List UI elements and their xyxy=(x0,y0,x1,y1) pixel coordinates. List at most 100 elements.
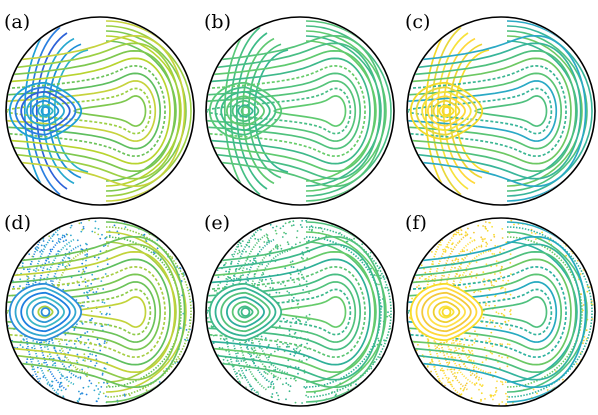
scatter-point xyxy=(276,346,279,348)
scatter-point xyxy=(500,312,503,315)
scatter-point xyxy=(475,376,477,379)
scatter-point xyxy=(95,291,98,293)
scatter-point xyxy=(489,371,492,374)
scatter-point xyxy=(31,368,34,371)
right-lobe-orbit xyxy=(207,57,371,165)
scatter-point xyxy=(305,246,308,249)
scatter-point xyxy=(31,346,33,349)
scatter-point xyxy=(288,390,291,393)
scatter-point xyxy=(222,358,225,361)
scatter-point xyxy=(284,267,287,270)
left-lobe-orbit xyxy=(438,305,455,319)
left-lobe-orbit xyxy=(237,104,254,118)
scatter-point xyxy=(472,366,475,369)
scatter-point xyxy=(87,297,90,299)
scatter-point xyxy=(238,251,241,254)
scatter-point xyxy=(300,256,303,259)
scatter-point xyxy=(222,338,225,340)
right-lobe-orbit xyxy=(408,49,577,173)
scatter-point xyxy=(299,270,302,273)
scatter-point xyxy=(293,281,296,284)
scatter-point xyxy=(99,250,102,253)
right-lobe-orbit xyxy=(207,266,366,358)
scatter-point xyxy=(19,278,22,281)
scatter-point xyxy=(299,320,302,323)
scatter-point xyxy=(430,274,433,277)
scatter-point xyxy=(239,373,241,376)
scatter-point xyxy=(40,249,43,252)
scatter-point xyxy=(95,354,97,357)
scatter-point xyxy=(484,221,487,223)
domain-boundary xyxy=(205,16,395,206)
left-lobe-orbit xyxy=(20,291,71,333)
scatter-point xyxy=(480,398,482,401)
scatter-point xyxy=(288,345,290,348)
scatter-point xyxy=(84,281,87,283)
scatter-point xyxy=(541,231,543,234)
scatter-point xyxy=(231,253,234,256)
panel-label: (f) xyxy=(405,212,427,234)
scatter-point xyxy=(79,302,82,304)
scatter-point xyxy=(75,359,78,362)
scatter-point xyxy=(59,377,62,380)
scatter-point xyxy=(246,346,248,349)
scatter-point xyxy=(490,280,493,283)
scatter-point xyxy=(101,372,104,375)
scatter-point xyxy=(69,245,71,248)
scatter-point xyxy=(473,231,475,234)
scatter-point xyxy=(454,356,457,359)
scatter-point xyxy=(448,362,450,365)
scatter-point xyxy=(289,353,292,356)
scatter-point xyxy=(485,340,487,342)
scatter-point xyxy=(78,284,81,287)
right-lobe-orbit xyxy=(7,80,157,142)
scatter-point xyxy=(152,251,155,254)
scatter-point xyxy=(82,386,85,389)
scatter-point xyxy=(463,343,465,346)
scatter-point xyxy=(93,256,96,259)
left-lobe-orbit xyxy=(20,90,71,132)
left-lobe-center xyxy=(240,106,251,116)
scatter-point xyxy=(22,338,25,340)
scatter-point xyxy=(37,371,39,373)
scatter-point xyxy=(468,335,471,337)
orbit-layer xyxy=(207,20,393,202)
scatter-point xyxy=(65,239,67,242)
scatter-point xyxy=(500,275,502,278)
scatter-point xyxy=(291,299,293,301)
scatter-point xyxy=(60,389,63,392)
scatter-point xyxy=(89,319,91,321)
scatter-point xyxy=(438,347,441,350)
scatter-point xyxy=(443,341,445,344)
scatter-point xyxy=(290,266,293,268)
scatter-point xyxy=(215,289,218,292)
scatter-point xyxy=(62,395,65,398)
scatter-point xyxy=(97,382,100,384)
scatter-point xyxy=(286,343,289,346)
scatter-point xyxy=(434,341,437,343)
scatter-point xyxy=(264,337,267,340)
right-lobe-orbit xyxy=(408,87,553,135)
scatter-point xyxy=(495,260,498,263)
scatter-point xyxy=(46,268,49,271)
scatter-point xyxy=(500,265,503,268)
scatter-point xyxy=(336,388,339,391)
scatter-point xyxy=(486,296,489,299)
scatter-point xyxy=(308,313,311,316)
scatter-point xyxy=(32,358,34,360)
scatter-point xyxy=(66,376,68,379)
scatter-point xyxy=(82,270,85,273)
scatter-point xyxy=(86,253,88,256)
right-lobe-orbit xyxy=(7,288,152,336)
scatter-point xyxy=(87,338,90,341)
scatter-point xyxy=(107,245,109,247)
scatter-point xyxy=(508,343,511,346)
scatter-point xyxy=(256,391,259,393)
scatter-point xyxy=(226,359,229,362)
left-lobe-orbit xyxy=(14,86,77,136)
scatter-point xyxy=(285,377,287,380)
scatter-point xyxy=(416,286,418,289)
scatter-point xyxy=(248,339,250,342)
outer-orbit xyxy=(305,231,387,393)
scatter-point xyxy=(67,351,70,354)
